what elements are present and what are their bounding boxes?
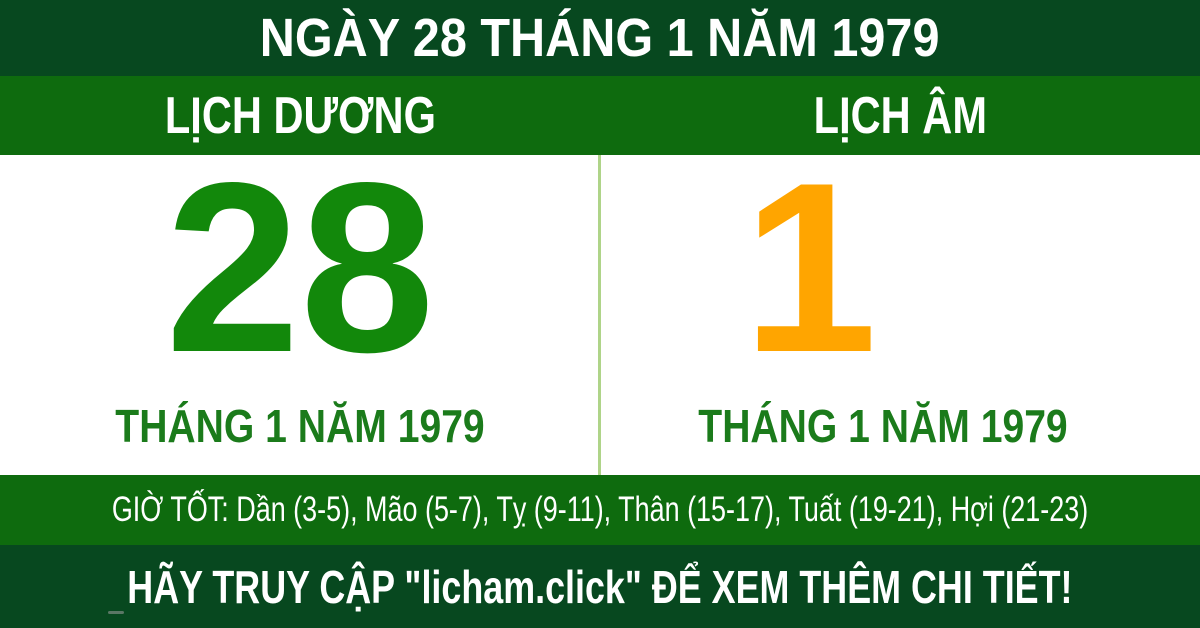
date-header-title: NGÀY 28 THÁNG 1 NĂM 1979	[260, 8, 940, 68]
solar-calendar-label: LỊCH DƯƠNG	[164, 86, 436, 145]
footer-banner: HÃY TRUY CẬP "licham.click" ĐỂ XEM THÊM …	[0, 545, 1200, 628]
lunar-calendar-header: LỊCH ÂM	[600, 76, 1200, 155]
calendar-body: 28 THÁNG 1 NĂM 1979 1 THÁNG 1 NĂM 1979	[0, 147, 1200, 614]
solar-day-number: 28	[165, 133, 435, 403]
calendar-type-header-row: LỊCH DƯƠNG LỊCH ÂM	[0, 76, 1200, 155]
good-hours-text: GIỜ TỐT: Dần (3-5), Mão (5-7), Tỵ (9-11)…	[111, 490, 1089, 529]
lunar-day-number: 1	[742, 133, 878, 403]
lunar-panel: 1 THÁNG 1 NĂM 1979	[600, 147, 1200, 475]
date-header-bar: NGÀY 28 THÁNG 1 NĂM 1979	[0, 0, 1200, 76]
footer-cta-text: HÃY TRUY CẬP "licham.click" ĐỂ XEM THÊM …	[127, 560, 1073, 613]
small-dash-artifact	[108, 611, 124, 614]
solar-calendar-header: LỊCH DƯƠNG	[0, 76, 600, 155]
solar-month-year: THÁNG 1 NĂM 1979	[115, 400, 485, 452]
vertical-divider	[598, 155, 601, 475]
solar-panel: 28 THÁNG 1 NĂM 1979	[0, 147, 600, 475]
lunar-calendar-label: LỊCH ÂM	[813, 86, 987, 145]
lunar-month-year: THÁNG 1 NĂM 1979	[698, 400, 1068, 452]
good-hours-bar: GIỜ TỐT: Dần (3-5), Mão (5-7), Tỵ (9-11)…	[0, 475, 1200, 545]
